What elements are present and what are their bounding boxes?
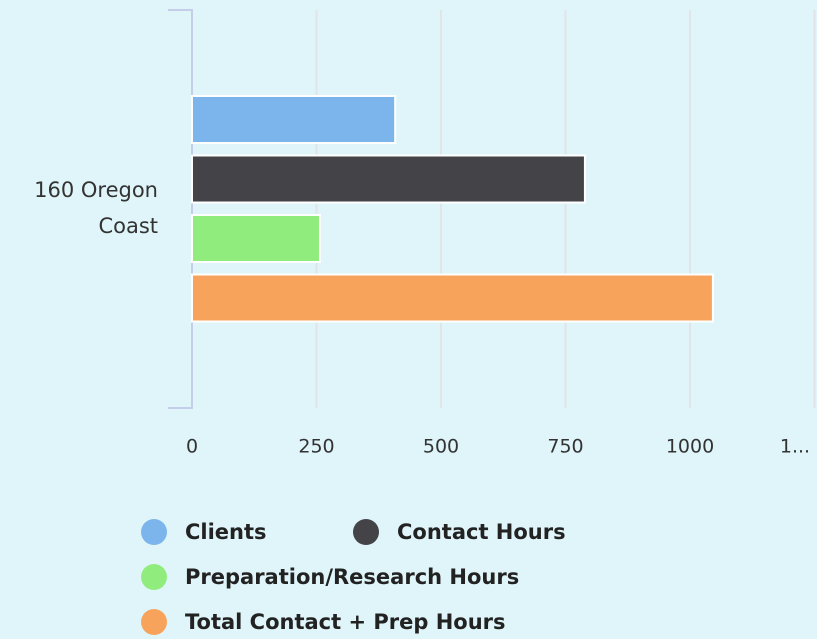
bar [191, 214, 321, 263]
category-axis [168, 9, 193, 409]
legend-swatch [353, 519, 379, 545]
x-tick-label: 0 [186, 436, 198, 458]
category-label: 160 Oregon Coast [34, 178, 158, 238]
legend-swatch [141, 609, 167, 635]
legend-label: Total Contact + Prep Hours [185, 610, 506, 634]
x-tick-label: 250 [298, 436, 334, 458]
bar [191, 154, 586, 204]
x-tick-label: 1... [780, 436, 810, 458]
bar [191, 273, 714, 323]
legend-label: Clients [185, 520, 267, 544]
x-tick-label: 750 [547, 436, 583, 458]
legend-label: Preparation/Research Hours [185, 565, 519, 589]
x-tick-label: 500 [423, 436, 459, 458]
legend-label: Contact Hours [397, 520, 566, 544]
x-tick-label: 1000 [666, 436, 714, 458]
bar [191, 95, 397, 144]
legend-swatch [141, 564, 167, 590]
legend-swatch [141, 519, 167, 545]
